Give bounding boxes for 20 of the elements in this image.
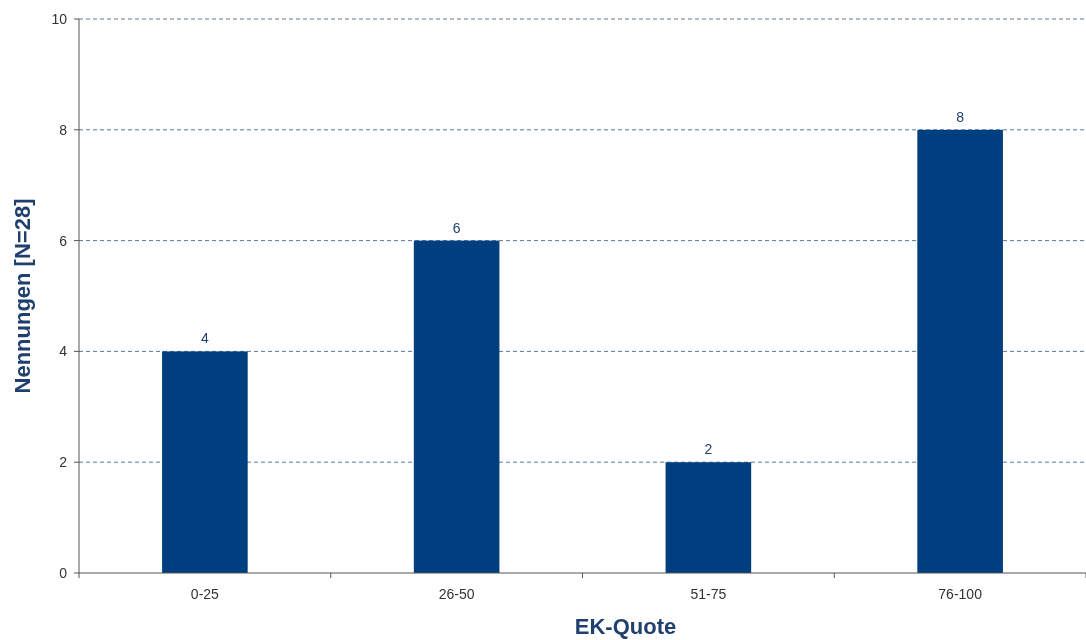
data-label: 2 [704, 441, 713, 458]
y-tick-label: 6 [59, 232, 68, 249]
bar [665, 462, 752, 573]
x-tick-label: 51-75 [690, 586, 727, 602]
bar [917, 129, 1003, 573]
y-tick-label: 4 [59, 343, 68, 360]
x-tick-label: 0-25 [190, 586, 220, 602]
y-tick-label: 0 [59, 564, 68, 581]
data-label: 6 [452, 219, 461, 236]
data-label: 4 [200, 330, 209, 347]
x-axis-title: EK-Quote [574, 614, 677, 639]
data-label: 8 [956, 108, 965, 125]
x-tick-label: 26-50 [438, 586, 475, 602]
y-tick-label: 2 [59, 454, 68, 471]
y-tick-label: 8 [59, 121, 68, 138]
bar [413, 240, 500, 573]
bar [162, 351, 248, 573]
x-tick-label: 76-100 [938, 586, 983, 602]
y-axis-title: Nennungen [N=28] [10, 198, 35, 394]
y-tick-label: 10 [51, 10, 68, 27]
